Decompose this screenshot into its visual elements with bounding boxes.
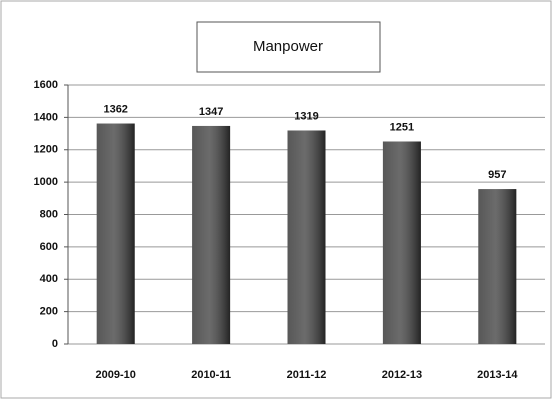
x-tick-label: 2011-12: [287, 369, 327, 381]
data-label: 1319: [294, 110, 318, 122]
bar-shade: [478, 189, 517, 344]
y-tick-label: 1200: [34, 144, 58, 156]
y-tick-label: 1000: [34, 176, 58, 188]
bar-shade: [96, 123, 135, 345]
data-label: 1362: [103, 103, 127, 115]
x-tick-label: 2009-10: [96, 369, 136, 381]
title-box: [196, 21, 381, 73]
data-label: 1251: [390, 121, 414, 133]
chart-title: Manpower: [253, 38, 323, 55]
y-tick-label: 1400: [34, 111, 58, 123]
y-tick-label: 0: [52, 338, 58, 350]
bar-shade: [287, 130, 326, 344]
y-tick-label: 200: [40, 306, 58, 318]
bar-shade: [192, 125, 231, 344]
y-tick-label: 1600: [34, 79, 58, 91]
x-tick-label: 2010-11: [191, 369, 231, 381]
y-tick-label: 400: [40, 273, 58, 285]
data-label: 1347: [199, 106, 223, 118]
x-tick-label: 2013-14: [477, 369, 518, 381]
y-tick-label: 800: [40, 208, 58, 220]
bar-shade: [382, 141, 421, 344]
data-label: 957: [488, 169, 506, 181]
y-tick-label: 600: [40, 241, 58, 253]
x-tick-label: 2012-13: [382, 369, 422, 381]
